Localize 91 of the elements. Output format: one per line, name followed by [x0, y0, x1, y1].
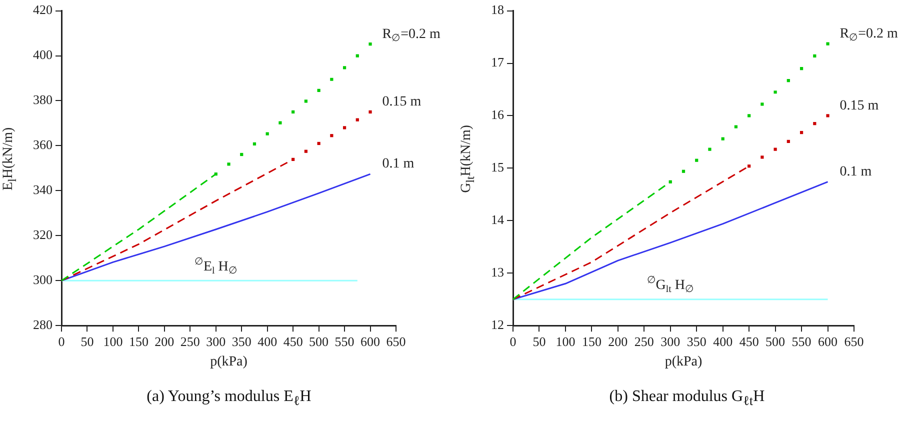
x-tick-label: 300 — [206, 334, 226, 349]
x-tick-label: 150 — [582, 334, 602, 349]
point — [240, 152, 244, 156]
point — [760, 156, 764, 159]
x-tick-label: 200 — [154, 334, 174, 349]
x-tick-label: 450 — [739, 334, 759, 349]
x-tick-label: 500 — [766, 334, 786, 349]
point — [748, 114, 751, 118]
x-tick-label: 400 — [713, 334, 733, 349]
series-label: 0.15 m — [382, 94, 422, 110]
y-tick-label: 280 — [33, 317, 52, 332]
series-label: R∅=0.2 m — [382, 26, 441, 44]
point — [682, 170, 686, 173]
point — [786, 140, 790, 143]
x-tick-label: 200 — [608, 334, 628, 349]
x-tick-label: 350 — [232, 334, 252, 349]
x-tick-label: 300 — [660, 334, 680, 349]
point — [721, 137, 724, 140]
point — [800, 130, 804, 134]
point — [317, 88, 320, 92]
point — [227, 162, 230, 166]
point — [342, 66, 346, 70]
x-tick-label: 450 — [283, 334, 303, 349]
point — [356, 54, 359, 58]
point — [304, 150, 308, 153]
y-tick-label: 380 — [33, 92, 52, 108]
point — [292, 110, 295, 114]
series-label: R∅=0.2 m — [840, 26, 898, 44]
point — [748, 164, 751, 168]
x-axis-title: p(kPa) — [664, 354, 702, 370]
point — [252, 142, 256, 146]
x-tick-label: 500 — [309, 334, 329, 349]
point — [774, 148, 777, 151]
y-tick-label: 13 — [491, 264, 504, 280]
point — [774, 90, 777, 94]
point — [695, 158, 698, 162]
x-tick-label: 250 — [634, 334, 654, 349]
point — [368, 42, 372, 46]
x-tick-label: 50 — [80, 334, 94, 349]
point — [708, 148, 712, 151]
point — [826, 114, 830, 118]
point — [800, 66, 804, 70]
point — [266, 132, 269, 136]
point — [342, 126, 346, 130]
y-tick-label: 400 — [33, 47, 52, 62]
y-tick-label: 14 — [491, 212, 504, 228]
y-tick-label: 300 — [33, 272, 52, 288]
y-tick-label: 12 — [491, 317, 504, 332]
point — [734, 125, 738, 128]
x-tick-label: 550 — [334, 334, 354, 349]
x-tick-label: 100 — [103, 334, 123, 349]
y-tick-label: 320 — [33, 227, 52, 242]
point — [813, 54, 816, 58]
point — [278, 121, 282, 124]
x-tick-label: 600 — [360, 334, 380, 349]
y-tick-label: 340 — [33, 182, 52, 198]
x-tick-label: 400 — [258, 334, 278, 349]
point — [317, 142, 320, 146]
x-tick-label: 150 — [128, 334, 148, 349]
point — [330, 78, 334, 81]
y-tick-label: 16 — [491, 107, 504, 122]
x-axis-title: p(kPa) — [210, 354, 248, 370]
y-tick-label: 15 — [491, 160, 504, 175]
x-tick-label: 250 — [180, 334, 200, 349]
series-label: 0.15 m — [840, 98, 879, 114]
x-tick-label: 650 — [386, 334, 406, 349]
x-tick-label: 350 — [686, 334, 706, 349]
point — [826, 42, 830, 46]
x-tick-label: 650 — [844, 334, 864, 349]
point — [304, 100, 308, 103]
series-label: 0.1 m — [840, 164, 872, 180]
x-tick-label: 0 — [58, 334, 65, 349]
x-tick-label: 50 — [532, 334, 546, 349]
series-label: 0.1 m — [382, 156, 414, 172]
point — [368, 110, 372, 114]
text: (b) Shear modulus G$_{ℓt}$H — [608, 388, 766, 410]
y-tick-label: 360 — [33, 137, 52, 152]
y-tick-label: 18 — [491, 2, 504, 18]
x-tick-label: 0 — [510, 334, 516, 349]
point — [786, 79, 790, 82]
y-tick-label: 420 — [33, 2, 52, 18]
text: (a) Young’s modulus E$_{ℓ}$H — [146, 388, 312, 410]
point — [356, 118, 359, 122]
x-tick-label: 100 — [556, 334, 576, 349]
point — [813, 122, 816, 126]
point — [760, 102, 764, 106]
x-tick-label: 550 — [792, 334, 812, 349]
x-tick-label: 600 — [818, 334, 838, 349]
point — [330, 134, 334, 138]
y-tick-label: 17 — [491, 54, 504, 70]
line-series — [62, 158, 294, 282]
